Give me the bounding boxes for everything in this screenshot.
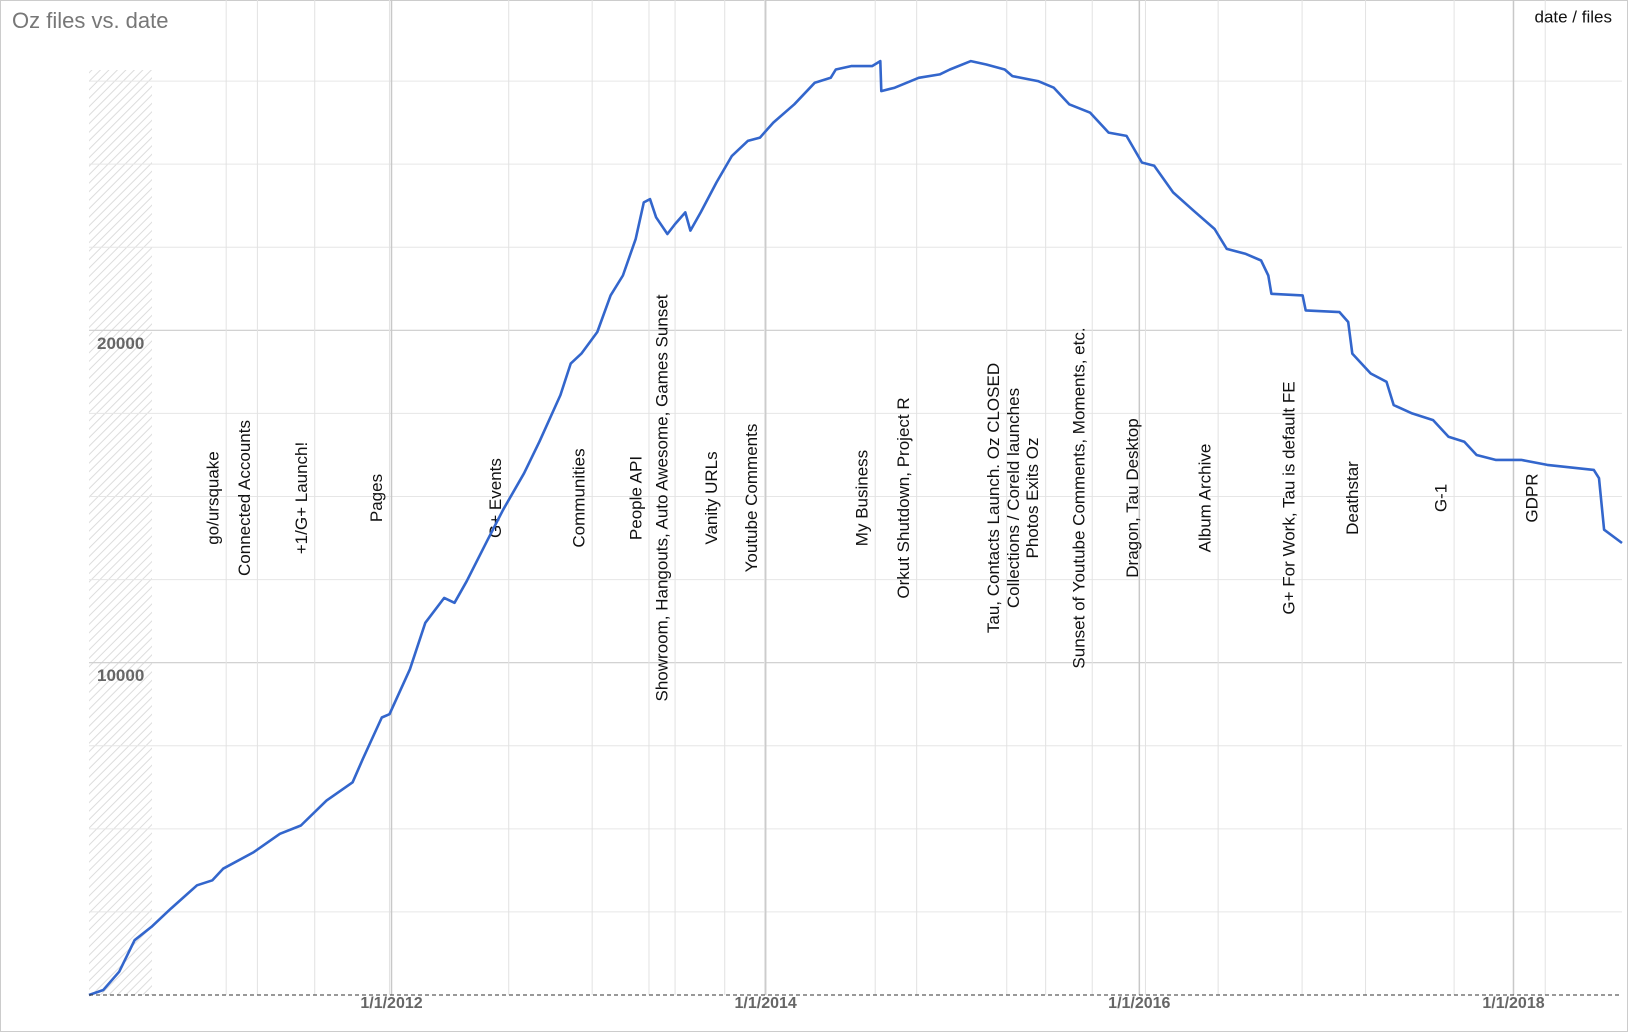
- annotation-label: G-1: [1432, 484, 1451, 512]
- annotation-label: Youtube Comments: [742, 424, 761, 573]
- annotation-label: Dragon, Tau Desktop: [1123, 418, 1142, 577]
- x-tick-label: 1/1/2014: [735, 995, 797, 1012]
- plot: [88, 59, 1623, 997]
- annotation-label: Photos Exits Oz: [1023, 438, 1042, 559]
- annotation-label: Connected Accounts: [235, 420, 254, 576]
- annotations: go/ursquake Connected Accounts +1/G+ Launc…: [204, 0, 1546, 995]
- annotation-label: G+ Events: [486, 458, 505, 538]
- annotation-label: My Business: [853, 450, 872, 546]
- annotation-label: Album Archive: [1196, 444, 1215, 553]
- annotation-label: Orkut Shutdown, Project R: [894, 397, 913, 598]
- annotation-label: +1/G+ Launch!: [292, 442, 311, 554]
- y-tick-label: 10000: [97, 666, 144, 685]
- annotation-label: Sunset of Youtube Comments, Moments, etc…: [1070, 327, 1089, 668]
- annotation-label: Collections / Coreld launches: [1004, 388, 1023, 608]
- annotation-label: Communities: [570, 448, 589, 547]
- x-tick-label: 1/1/2012: [360, 995, 422, 1012]
- annotation-label: Vanity URLs: [702, 451, 721, 544]
- annotation-label: Tau, Contacts Launch. Oz CLOSED: [984, 363, 1003, 633]
- y-tick-label: 20000: [97, 334, 144, 353]
- annotation-label: Pages: [367, 474, 386, 522]
- x-tick-label: 1/1/2018: [1482, 995, 1544, 1012]
- x-tick-label: 1/1/2016: [1108, 995, 1170, 1012]
- chart-title: Oz files vs. date: [12, 8, 169, 33]
- grid: 10000 20000 1/1/2012 1/1/2014 1/1/2016 1/1/20…: [89, 0, 1622, 1012]
- annotation-label: G+ For Work, Tau is default FE: [1280, 381, 1299, 614]
- series-line: [88, 59, 1623, 997]
- unloaded-range: [89, 70, 152, 995]
- annotation-label: go/ursquake: [204, 451, 223, 545]
- annotation-label: People API: [626, 456, 645, 540]
- legend: date / files: [1535, 7, 1613, 26]
- annotation-label: GDPR: [1523, 473, 1542, 522]
- annotation-label: Showroom, Hangouts, Auto Awesome, Games …: [653, 294, 672, 701]
- annotation-label: Deathstar: [1343, 461, 1362, 535]
